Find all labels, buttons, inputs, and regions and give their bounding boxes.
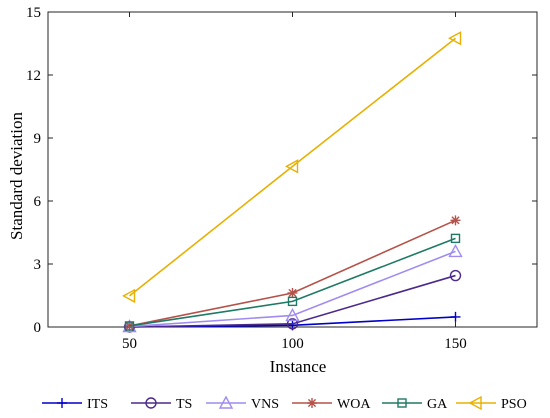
legend-item-ts: TS (131, 397, 192, 412)
legend-item-woa: WOA (292, 397, 371, 412)
legend-item-its: ITS (42, 397, 108, 412)
data-point-ts (449, 269, 462, 282)
data-point-woa (450, 215, 461, 226)
legend-marker-woa (307, 398, 317, 408)
legend-marker-ga (397, 398, 407, 408)
data-point-ga (124, 321, 135, 331)
legend-label-woa: WOA (337, 397, 371, 412)
data-point-ga (450, 233, 461, 244)
y-tick-label: 15 (26, 5, 41, 21)
legend-item-pso: PSO (456, 395, 527, 412)
legend-marker-pso (468, 395, 482, 411)
y-tick-label: 3 (34, 257, 42, 273)
x-axis-label: Instance (270, 357, 327, 376)
legend-item-vns: VNS (206, 395, 279, 412)
y-axis: 0 3 6 9 12 15 (26, 5, 537, 336)
legend-item-ga: GA (382, 397, 448, 412)
series-line-ga (129, 237, 456, 327)
x-tick-label: 100 (281, 336, 304, 352)
series-line-ts (129, 274, 456, 328)
series-line-vns (129, 250, 456, 328)
legend-marker-vns (218, 395, 234, 409)
legend-marker-its (57, 398, 67, 408)
legend-marker-ts (145, 397, 157, 409)
data-point-pso (285, 159, 299, 174)
data-point-vns (285, 307, 300, 322)
series-line-pso (129, 37, 456, 297)
x-tick-label: 50 (122, 336, 137, 352)
data-point-pso (122, 288, 136, 304)
y-tick-label: 0 (34, 320, 42, 336)
data-point-its (450, 311, 461, 322)
y-axis-label: Standard deviation (7, 112, 26, 240)
series-layer (122, 31, 463, 333)
data-point-woa (287, 287, 298, 298)
series-woa (124, 215, 461, 331)
data-point-ts (286, 318, 299, 330)
data-point-vns (448, 243, 463, 258)
data-point-pso (448, 31, 462, 46)
y-tick-label: 12 (26, 68, 41, 84)
series-ga (124, 233, 461, 331)
y-tick-label: 6 (34, 194, 42, 210)
legend-label-ts: TS (176, 397, 192, 412)
series-pso (122, 31, 462, 304)
x-tick-label: 150 (444, 336, 467, 352)
data-point-ga (287, 296, 298, 307)
legend-label-pso: PSO (501, 397, 527, 412)
legend-label-vns: VNS (251, 397, 279, 412)
legend-label-ga: GA (427, 397, 448, 412)
legend: ITS TS VNS WOA GA PSO (42, 395, 527, 412)
legend-label-its: ITS (87, 397, 108, 412)
y-tick-label: 9 (34, 131, 42, 147)
